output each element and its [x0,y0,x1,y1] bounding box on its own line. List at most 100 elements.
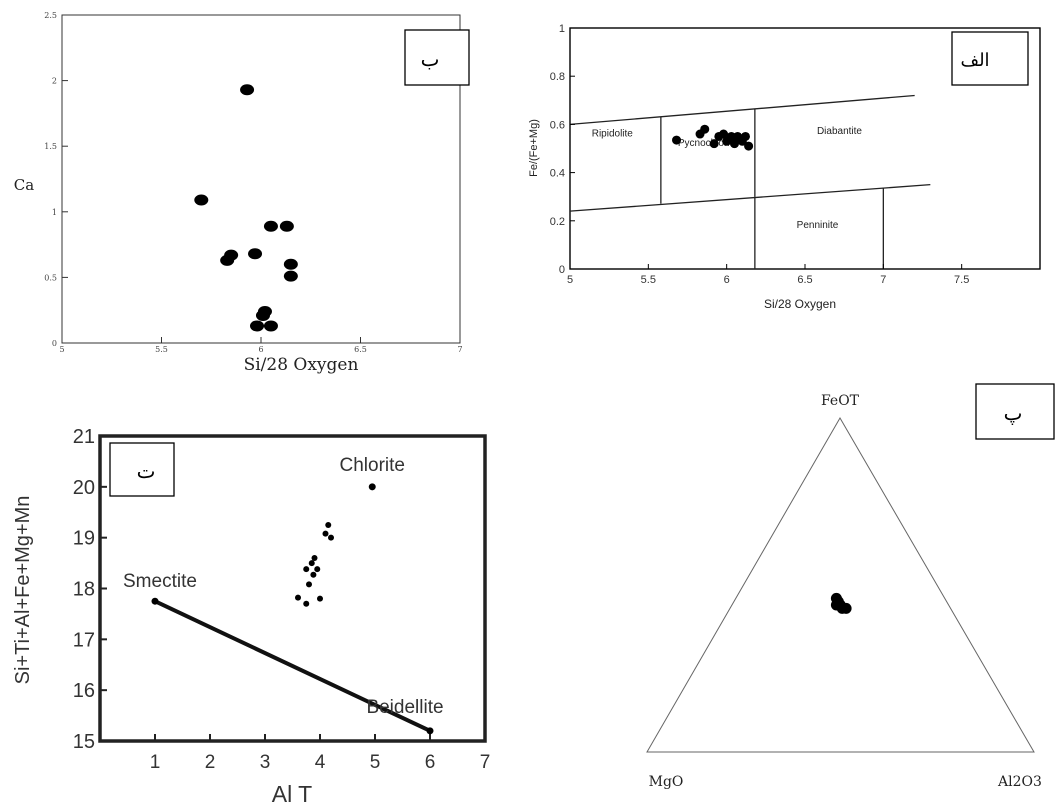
panel-te-y-tick-label: 18 [73,579,95,601]
panel-te-end-member-point [426,727,434,735]
panel-te-points [295,521,334,607]
panel-te-x-tick-label: 2 [205,752,216,773]
panel-te-end-member-label: Smectite [123,571,197,592]
panel-alef-label-box [951,31,1029,86]
panel-te-data-point [303,600,310,607]
panel-b-label-box [404,29,470,86]
panel-alef-y-tick-label: 1 [559,23,565,35]
panel-alef-x-axis-label: Si/28 Oxygen [764,297,836,311]
panel-alef-x-tick-label: 6.5 [797,274,812,286]
panel-alef-y-axis-label: Fe/(Fe+Mg) [528,119,540,177]
panel-te-data-point [295,594,301,601]
panel-te-y-tick-label: 16 [73,680,95,702]
panel-alef-data-point [700,124,710,134]
panel-te-x-tick-label: 4 [315,752,326,773]
ternary-vertex-left: MgO [649,774,684,790]
panel-te-data-point [303,566,310,573]
panel-alef-x-tick-label: 7.5 [954,274,969,286]
panel-b-points [194,84,298,332]
panel-te-y-tick-label: 20 [73,477,95,499]
panel-alef-data-point [730,139,739,149]
panel-te-data-point [328,534,334,541]
panel-te-end-member-label: Chlorite [340,455,405,476]
ternary-vertex-top: FeOT [821,393,860,409]
panel-b-data-point [263,320,278,332]
panel-b-plot-frame [61,14,461,344]
panel-te: 1 2 3 4 5 6 7 15 16 17 18 19 20 21 Smectite Beidellit… [12,426,490,805]
panel-alef-data-point [726,131,736,141]
panel-alef-field-label: Ripidolite [592,128,634,139]
panel-b-x-tick-label: 7 [457,345,462,354]
panel-te-data-point [322,530,329,537]
panel-b-y-tick-label: 0 [52,339,57,348]
panel-alef-x-tick-label: 7 [880,274,886,286]
panel-alef-points [672,124,754,151]
panel-b-y-tick-label: 1 [52,208,57,217]
panel-te-x-ticks: 1 2 3 4 5 6 7 [150,734,491,773]
panel-alef-x-ticks: 5 5.5 6 6.5 7 7.5 [567,264,969,286]
panel-te-data-point [325,521,332,528]
panel-alef-x-tick-label: 5 [567,274,573,286]
panel-b-data-point [283,258,298,270]
panel-te-end-member-point [151,597,159,605]
panel-te-end-member-point [368,483,376,491]
panel-alef-field-boundaries [569,94,931,269]
panel-te-y-tick-label: 21 [73,426,95,448]
panel-pe-label: پ [1004,403,1023,425]
panel-alef-data-point [719,129,729,139]
panel-te-data-point [310,571,317,578]
panel-alef-label: الف [960,50,989,70]
panel-te-label-box [109,442,175,497]
panel-alef-data-point [740,131,750,141]
panel-te-x-tick-label: 7 [480,752,491,773]
panel-pe-data-point [840,602,852,614]
panel-b-x-ticks: 5 5.5 6 6.5 7 [59,337,463,354]
panel-te-end-members: Smectite Beidellite Chlorite [123,455,444,735]
panel-alef-y-tick-label: 0.6 [550,119,565,131]
panel-alef-field-labels: Ripidolite Pycnochlorite Diabantite Pennini… [592,126,863,231]
panel-b-y-tick-label: 0.5 [44,273,57,282]
panel-te-x-tick-label: 3 [260,752,271,773]
panel-b-x-tick-label: 5 [59,345,64,354]
panel-b-data-point [240,84,255,96]
panel-pe: FeOT MgO Al2O3 پ [646,383,1055,790]
panel-alef-x-tick-label: 6 [724,274,730,286]
panel-te-end-member-label: Beidellite [366,697,443,718]
panel-alef-data-point [672,135,682,145]
panel-alef-field-label: Diabantite [817,126,862,137]
panel-b-x-tick-label: 6.5 [354,345,367,354]
panel-alef-boundary-line [569,184,931,212]
panel-alef-y-tick-label: 0 [559,264,565,276]
panel-te-trend-line [154,599,431,733]
panel-te-smectite-beidellite-line [154,599,431,733]
panel-alef-x-tick-label: 5.5 [641,274,656,286]
panel-alef-y-ticks: 0 0.2 0.4 0.6 0.8 1 [550,23,575,276]
panel-te-data-point [306,581,312,588]
panel-te-data-point [311,555,318,561]
ternary-triangle [646,417,1035,753]
panel-pe-points [830,592,852,614]
panel-te-y-tick-label: 15 [73,731,95,753]
panel-alef-data-point [709,139,719,149]
panel-b-y-tick-label: 2.5 [44,11,57,20]
panel-b-y-axis-label: Ca [14,176,34,194]
panel-b-x-axis-label: Si/28 Oxygen [244,355,359,375]
panel-alef: 5 5.5 6 6.5 7 7.5 0 0.2 0.4 0.6 0.8 1 Ripidolite Py… [528,23,1041,311]
panel-alef-field-label: Pycnochlorite [678,138,738,149]
panel-b-data-point [283,270,298,282]
panel-b: 5 5.5 6 6.5 7 0 0.5 1 1.5 2 2.5 Si/28 Oxygen Ca ب [14,11,470,375]
panel-te-label: ت [137,461,156,483]
panel-te-data-point [308,560,315,567]
panel-alef-y-tick-label: 0.8 [550,71,565,83]
panel-te-y-tick-label: 17 [73,629,95,651]
panel-te-x-tick-label: 5 [370,752,381,773]
panel-te-data-point [314,566,321,573]
panel-te-y-axis-label: Si+Ti+Al+Fe+Mg+Mn [12,496,34,685]
panel-b-data-point [279,220,294,232]
ternary-vertex-right: Al2O3 [997,774,1042,790]
panel-alef-data-point [744,141,754,151]
panel-alef-field-label: Penninite [797,220,839,231]
panel-te-data-point [317,595,323,602]
panel-alef-y-tick-label: 0.4 [550,168,565,180]
